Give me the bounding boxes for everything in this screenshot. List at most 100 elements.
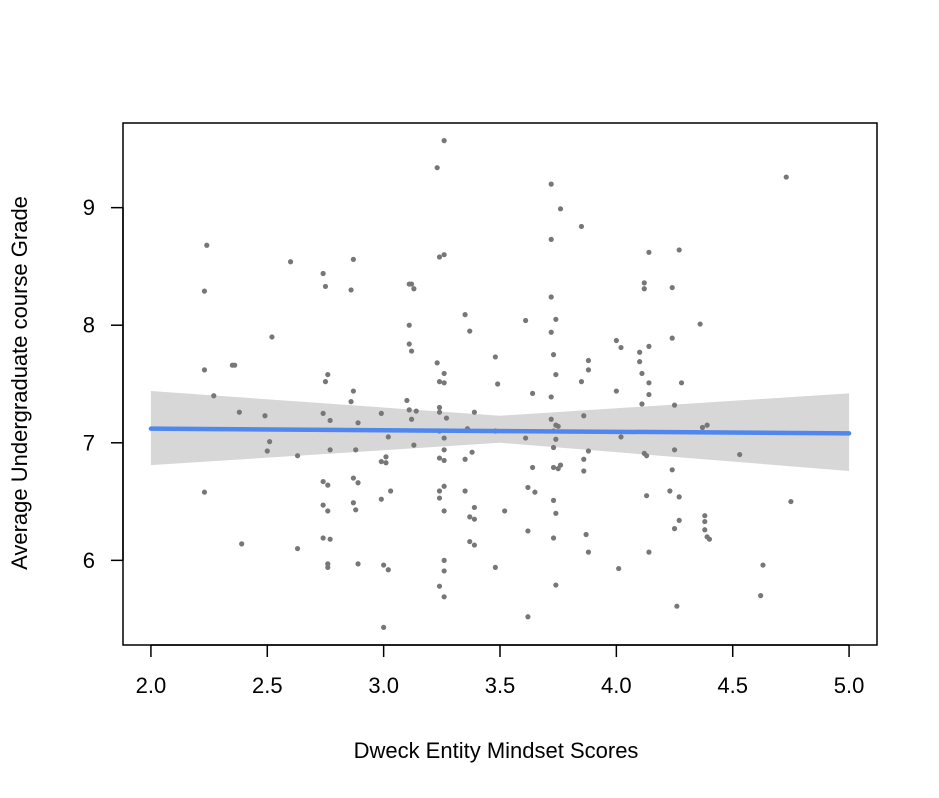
data-point xyxy=(383,454,389,460)
x-tick-label: 4.0 xyxy=(601,673,632,698)
data-point xyxy=(381,562,387,568)
data-point xyxy=(644,493,650,499)
data-point xyxy=(462,488,468,494)
data-point xyxy=(434,165,440,171)
y-tick-label: 7 xyxy=(83,430,95,455)
data-point xyxy=(525,614,531,620)
data-point xyxy=(462,456,468,462)
data-point xyxy=(385,434,391,440)
data-point xyxy=(495,381,501,387)
data-point xyxy=(201,288,208,294)
data-point xyxy=(411,442,417,448)
data-point xyxy=(548,329,554,335)
data-point xyxy=(581,468,587,474)
data-point xyxy=(471,504,478,511)
data-point xyxy=(529,464,536,471)
data-point xyxy=(760,562,766,568)
data-point xyxy=(269,334,275,340)
data-point xyxy=(557,462,564,468)
x-tick-label: 3.5 xyxy=(485,673,516,698)
data-point xyxy=(641,280,647,286)
data-point xyxy=(381,624,387,630)
data-point xyxy=(408,416,415,422)
data-point xyxy=(441,508,447,514)
data-point xyxy=(702,513,708,519)
data-point xyxy=(436,488,443,494)
y-axis: 6 7 8 9 xyxy=(83,195,124,573)
data-point xyxy=(502,508,508,514)
data-point xyxy=(553,316,559,322)
data-point xyxy=(667,488,673,494)
data-point xyxy=(644,453,650,459)
data-point xyxy=(585,549,592,555)
data-point xyxy=(699,424,706,431)
data-point xyxy=(581,413,587,419)
data-point xyxy=(467,514,473,520)
data-point xyxy=(671,402,678,408)
data-point xyxy=(669,467,675,473)
data-point xyxy=(441,447,447,453)
scatter-points-layer xyxy=(201,138,794,630)
data-point xyxy=(669,284,675,291)
data-point xyxy=(378,410,384,416)
data-point xyxy=(441,138,447,144)
y-tick-label: 6 xyxy=(83,548,95,573)
data-point xyxy=(239,541,245,547)
data-point xyxy=(406,407,412,413)
data-point xyxy=(783,174,789,180)
data-point xyxy=(550,497,557,503)
data-point xyxy=(264,448,270,454)
data-point xyxy=(548,236,554,242)
data-point xyxy=(548,294,554,300)
data-point xyxy=(441,568,447,574)
data-point xyxy=(737,451,743,458)
data-point xyxy=(325,508,331,514)
data-point xyxy=(522,435,529,441)
data-point xyxy=(211,393,217,399)
data-point xyxy=(436,583,443,589)
data-point xyxy=(404,397,410,404)
data-point xyxy=(320,410,326,416)
data-point xyxy=(436,404,443,411)
data-point xyxy=(350,500,356,506)
data-point xyxy=(201,489,208,495)
data-point xyxy=(355,480,361,486)
regression-line xyxy=(148,426,852,436)
data-point xyxy=(618,344,624,351)
data-point xyxy=(385,567,391,573)
x-tick-label: 3.0 xyxy=(368,673,399,698)
data-point xyxy=(639,401,645,407)
data-point xyxy=(204,242,210,248)
data-point xyxy=(406,322,412,328)
data-point xyxy=(492,564,498,571)
data-point xyxy=(322,379,329,385)
data-point xyxy=(702,527,708,533)
data-point xyxy=(467,328,473,334)
x-tick-label: 2.5 xyxy=(252,673,283,698)
data-point xyxy=(676,247,682,253)
data-point xyxy=(553,371,559,378)
data-point xyxy=(637,349,643,355)
data-point xyxy=(613,337,619,344)
data-point xyxy=(350,475,356,481)
data-point xyxy=(348,287,354,293)
data-point xyxy=(436,254,443,260)
data-point xyxy=(436,409,443,415)
data-point xyxy=(555,423,561,429)
data-point xyxy=(548,181,554,187)
data-point xyxy=(550,352,557,358)
fit-line-layer xyxy=(148,426,852,436)
data-point xyxy=(639,370,645,377)
data-point xyxy=(697,321,703,327)
data-point xyxy=(388,488,394,494)
data-point xyxy=(353,507,359,513)
data-point xyxy=(471,516,478,522)
data-point xyxy=(646,549,652,555)
data-point xyxy=(678,380,685,386)
data-point xyxy=(758,593,764,599)
data-point xyxy=(557,206,564,212)
data-point xyxy=(441,380,447,386)
data-point xyxy=(436,495,443,501)
data-point xyxy=(378,496,384,502)
